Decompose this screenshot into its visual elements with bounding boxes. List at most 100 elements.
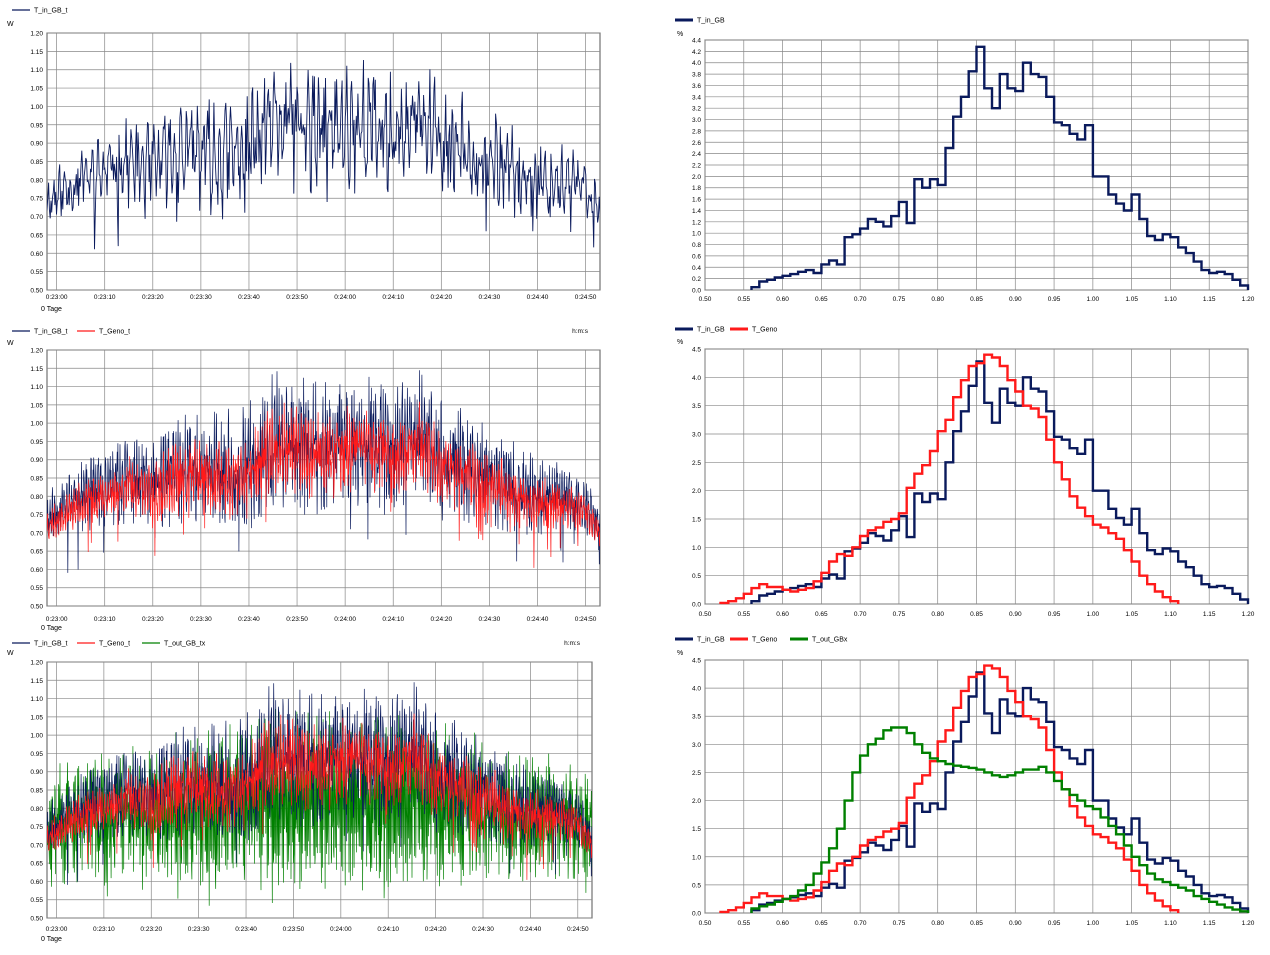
h3-legend-label: T_out_GBx — [812, 637, 848, 644]
panel-h3: 0.0 0.5 1.0 1.5 2.0 2.5 3.0 3.5 4.0 4.5 0.50 0.55 0.… — [675, 637, 1255, 927]
panel-ts1: 0.50 0.55 0.60 0.65 0.70 0.75 0.80 0.85 0.90 0.95… — [7, 8, 601, 313]
h2-xtick-label: 0.90 — [1009, 611, 1022, 618]
ts2-ytick-label: 0.70 — [30, 530, 43, 537]
h2-histogram-T_in_GB — [750, 360, 1250, 604]
h2-xtick-label: 0.60 — [776, 611, 789, 618]
h3-ytick-label: 4.0 — [692, 686, 701, 693]
h1-ytick-label: 4.0 — [692, 60, 701, 67]
h1-xtick-label: 1.15 — [1203, 296, 1216, 303]
h2-xtick-label: 1.00 — [1087, 611, 1100, 618]
ts3-ytick-label: 0.90 — [30, 769, 43, 776]
ts1-ytick-label: 0.80 — [30, 177, 43, 184]
ts1-ytick-label: 1.00 — [30, 104, 43, 111]
ts1-xtick-label: 0:24:10 — [382, 294, 404, 301]
ts1-xtick-label: 0:23:20 — [142, 294, 164, 301]
ts3-ytick-label: 0.55 — [30, 897, 43, 904]
ts2-xtick-label: 0:23:30 — [190, 616, 212, 623]
h1-xtick-label: 0.50 — [699, 296, 712, 303]
h3-xtick-label: 1.05 — [1125, 920, 1138, 927]
h3-ytick-label: 0.0 — [692, 911, 701, 918]
h2-xtick-label: 0.55 — [737, 611, 750, 618]
h1-xtick-label: 1.00 — [1087, 296, 1100, 303]
ts3-ytick-label: 0.80 — [30, 806, 43, 813]
h1-ytick-label: 2.4 — [692, 151, 701, 158]
h3-ylabel: % — [677, 650, 683, 657]
h3-ytick-label: 2.5 — [692, 770, 701, 777]
h1-ytick-label: 3.0 — [692, 117, 701, 124]
ts2-ytick-label: 0.80 — [30, 494, 43, 501]
ts1-ytick-label: 0.65 — [30, 232, 43, 239]
ts1-series-in-line — [47, 59, 600, 250]
h3-xtick-label: 0.50 — [699, 920, 712, 927]
h2-ytick-label: 3.0 — [692, 432, 701, 439]
ts3-legend-label: T_Geno_t — [99, 641, 130, 648]
ts1-tage-label: 0 Tage — [41, 306, 62, 313]
ts2-xtick-label: 0:23:50 — [286, 616, 308, 623]
h1-ytick-label: 1.4 — [692, 208, 701, 215]
h2-xtick-label: 0.80 — [931, 611, 944, 618]
h3-histogram-T_Geno — [719, 664, 1180, 914]
h1-ytick-label: 1.2 — [692, 219, 701, 226]
h3-ytick-label: 0.5 — [692, 882, 701, 889]
h2-xtick-label: 1.10 — [1164, 611, 1177, 618]
panel-ts3: 0.50 0.55 0.60 0.65 0.70 0.75 0.80 0.85 0.90 0.95… — [7, 640, 593, 943]
h1-xtick-label: 0.90 — [1009, 296, 1022, 303]
h2-ytick-label: 3.5 — [692, 403, 701, 410]
h3-ytick-label: 3.0 — [692, 742, 701, 749]
h2-legend-label: T_in_GB — [697, 327, 725, 334]
ts3-ytick-label: 0.75 — [30, 824, 43, 831]
h2-xtick-label: 1.05 — [1125, 611, 1138, 618]
h3-xtick-label: 1.15 — [1203, 920, 1216, 927]
h3-xtick-label: 1.20 — [1242, 920, 1255, 927]
ts3-legend-label: T_out_GB_tx — [164, 641, 206, 648]
ts2-xtick-label: 0:24:50 — [575, 616, 597, 623]
h1-ytick-label: 3.8 — [692, 72, 701, 79]
ts3-ytick-label: 1.05 — [30, 714, 43, 721]
h3-xtick-label: 0.90 — [1009, 920, 1022, 927]
ts2-ytick-label: 1.05 — [30, 402, 43, 409]
ts3-ytick-label: 1.10 — [30, 696, 43, 703]
h3-ytick-label: 2.0 — [692, 798, 701, 805]
h2-xtick-label: 0.95 — [1048, 611, 1061, 618]
ts3-xtick-label: 0:23:50 — [283, 926, 305, 933]
ts2-xunit-label: h:m:s — [572, 328, 589, 335]
h1-ytick-label: 2.2 — [692, 163, 701, 170]
h2-xtick-label: 0.70 — [854, 611, 867, 618]
h2-xtick-label: 1.20 — [1242, 611, 1255, 618]
h1-xtick-label: 0.75 — [893, 296, 906, 303]
panel-h1: 0.0 0.2 0.4 0.6 0.8 1.0 1.2 1.4 1.6 1.8 2.0 2.2 2.4 2… — [675, 18, 1255, 303]
h3-xtick-label: 0.85 — [970, 920, 983, 927]
h3-xtick-label: 1.10 — [1164, 920, 1177, 927]
h1-xtick-label: 1.10 — [1164, 296, 1177, 303]
ts1-ytick-label: 0.55 — [30, 269, 43, 276]
ts2-ytick-label: 0.55 — [30, 585, 43, 592]
ts2-xtick-label: 0:24:30 — [479, 616, 501, 623]
h1-xtick-label: 0.80 — [931, 296, 944, 303]
h3-xtick-label: 0.65 — [815, 920, 828, 927]
ts3-ytick-label: 0.60 — [30, 879, 43, 886]
h3-histogram-T_out_GBx — [750, 726, 1250, 913]
ts1-ylabel: W — [7, 21, 14, 28]
h3-xtick-label: 0.60 — [776, 920, 789, 927]
ts3-xtick-label: 0:24:50 — [567, 926, 589, 933]
ts3-tage-label: 0 Tage — [41, 936, 62, 943]
h1-ytick-label: 2.0 — [692, 174, 701, 181]
h3-histogram-T_in_GB — [750, 671, 1250, 913]
ts2-xtick-label: 0:23:00 — [46, 616, 68, 623]
ts3-ytick-label: 0.70 — [30, 842, 43, 849]
ts3-ytick-label: 0.50 — [30, 916, 43, 923]
ts2-tage-label: 0 Tage — [41, 625, 62, 632]
ts2-xtick-label: 0:23:10 — [94, 616, 116, 623]
h2-xtick-label: 0.65 — [815, 611, 828, 618]
ts2-ytick-label: 1.15 — [30, 366, 43, 373]
h1-ytick-label: 2.6 — [692, 140, 701, 147]
ts3-xtick-label: 0:23:40 — [235, 926, 257, 933]
h3-legend-label: T_Geno — [752, 637, 777, 644]
ts3-legend-label: T_in_GB_t — [34, 641, 68, 648]
h2-ytick-label: 2.5 — [692, 460, 701, 467]
h1-xtick-label: 0.55 — [737, 296, 750, 303]
panel-h2: 0.0 0.5 1.0 1.5 2.0 2.5 3.0 3.5 4.0 4.5 0.50 0.55 0.… — [675, 327, 1255, 618]
h3-xtick-label: 0.75 — [893, 920, 906, 927]
h2-xtick-label: 0.85 — [970, 611, 983, 618]
